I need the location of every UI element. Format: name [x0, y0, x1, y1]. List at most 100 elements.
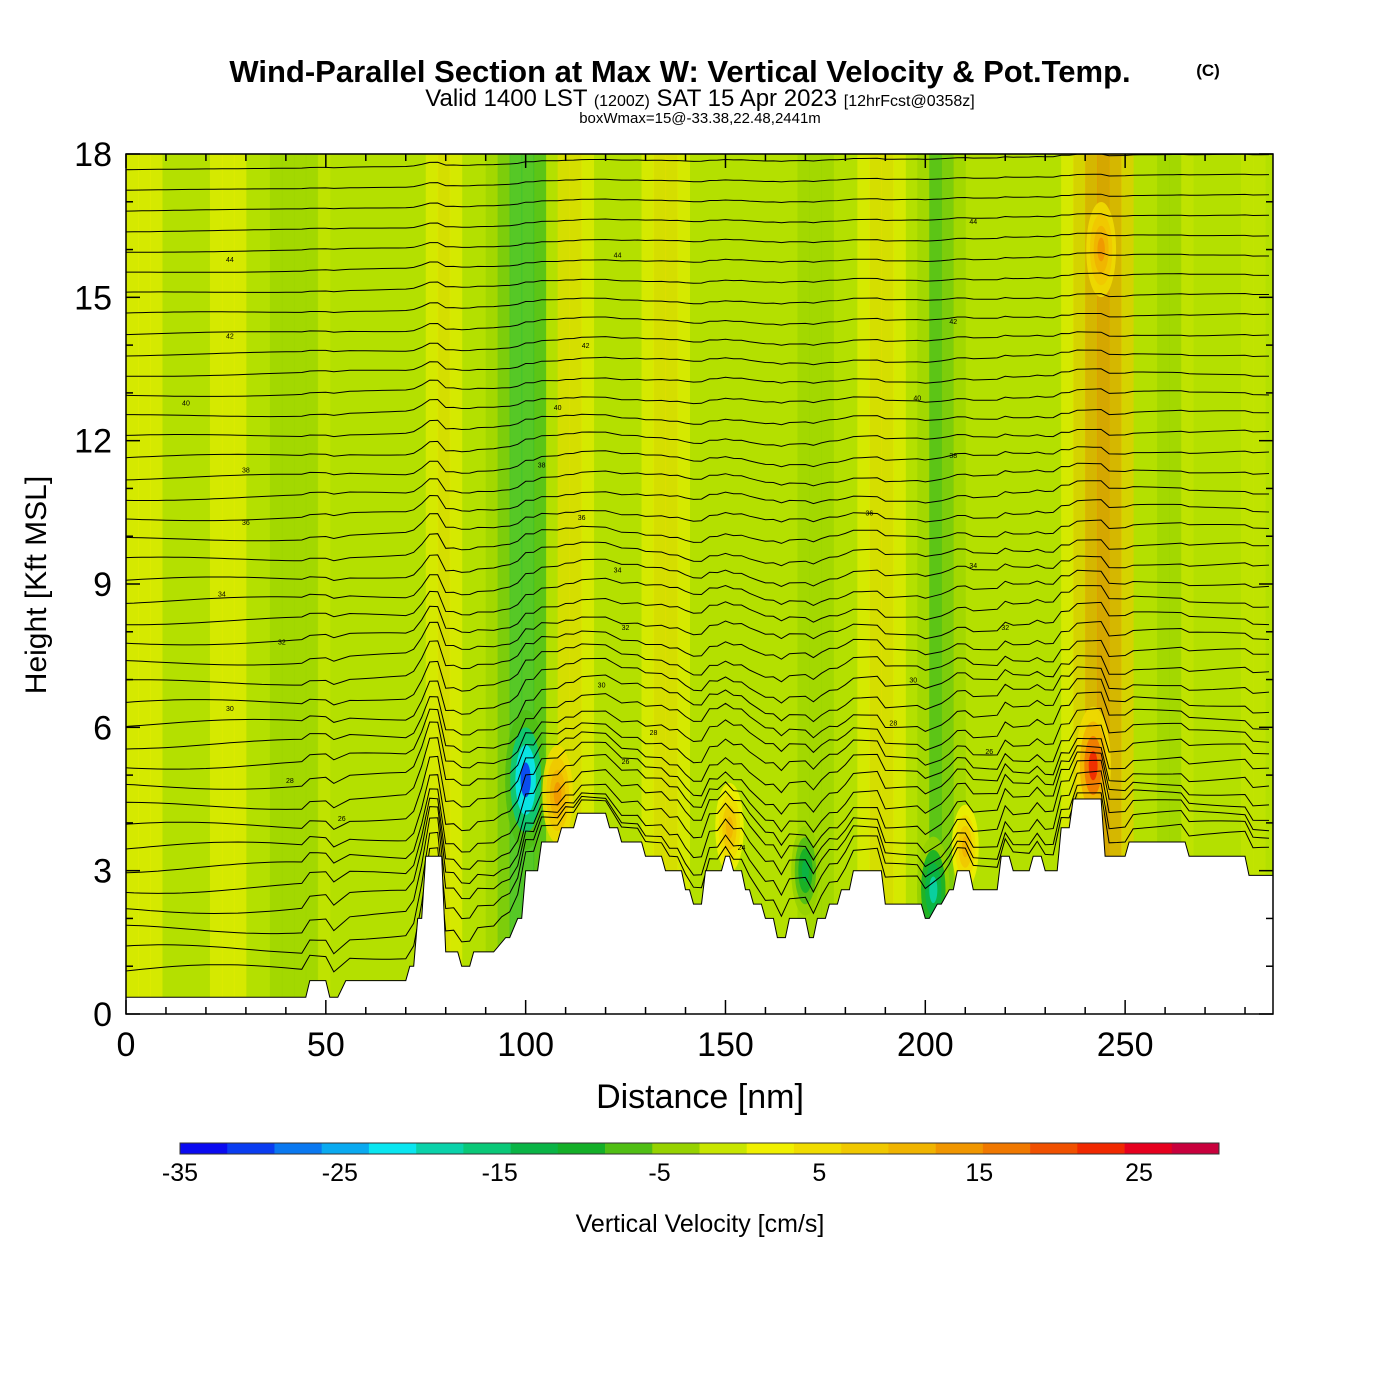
y-tick-label: 12: [74, 423, 112, 461]
isentrope-label: 26: [338, 816, 346, 823]
velocity-band: [1169, 154, 1182, 1014]
isentrope-label: 30: [909, 678, 917, 685]
velocity-band: [281, 154, 295, 1014]
x-tick-label: 250: [1097, 1026, 1154, 1064]
isentrope-label: 38: [242, 467, 250, 474]
velocity-feature: [929, 876, 938, 904]
velocity-band: [677, 154, 691, 1014]
velocity-band: [269, 154, 283, 1014]
y-tick-label: 18: [74, 136, 112, 174]
isentrope-line: [126, 782, 1270, 955]
isentrope-line: [126, 601, 1270, 666]
colorbar-tick-label: -25: [322, 1159, 358, 1187]
colorbar-segment: [1124, 1143, 1173, 1154]
velocity-feature: [801, 859, 809, 882]
isentrope-line: [126, 462, 1270, 501]
isentrope-label: 24: [738, 845, 746, 852]
isentrope-label: 30: [226, 706, 234, 713]
colorbar-segment: [463, 1143, 511, 1154]
isentrope-label: 26: [622, 759, 630, 766]
colorbar: [179, 1142, 1220, 1155]
isentrope-line: [126, 737, 1270, 850]
colorbar-segment: [321, 1143, 370, 1154]
subtitle-forecast: [12hrFcst@0358z]: [844, 93, 975, 110]
isentrope-label: 44: [226, 257, 234, 264]
isentrope-line: [126, 792, 1270, 973]
colorbar-tick-label: -15: [482, 1159, 518, 1187]
isentrope-label: 42: [226, 334, 234, 341]
velocity-band: [149, 154, 163, 1014]
colorbar-segment: [935, 1143, 984, 1154]
isentrope-line: [126, 639, 1270, 706]
colorbar-segment: [793, 1143, 842, 1154]
isentrope-line: [126, 134, 1269, 149]
colorbar-tick-label: 15: [965, 1159, 993, 1187]
isentrope-line: [126, 519, 1270, 562]
isentrope-label: 34: [218, 592, 226, 599]
isentrope-label: 42: [949, 319, 957, 326]
isentrope-label: 38: [949, 453, 957, 460]
x-tick-label: 0: [117, 1026, 136, 1064]
colorbar-frame: [179, 1142, 1220, 1155]
isentrope-label: 28: [650, 730, 658, 737]
isentrope-line: [126, 213, 1270, 233]
colorbar-segment: [746, 1143, 795, 1154]
velocity-band: [881, 154, 894, 1014]
colorbar-segment: [1171, 1143, 1220, 1154]
velocity-band: [137, 154, 151, 1014]
colorbar-segment: [180, 1143, 228, 1154]
velocity-band: [641, 154, 655, 1014]
colorbar-segment: [605, 1143, 653, 1154]
velocity-band: [953, 154, 966, 1014]
isentrope-line: [126, 751, 1270, 894]
isentrope-line: [126, 655, 1270, 727]
colorbar-tick-label: -35: [162, 1159, 198, 1187]
isentrope-line: [126, 313, 1270, 336]
velocity-band: [941, 154, 954, 1014]
isentrope-label: 40: [554, 405, 562, 412]
isentrope-line: [126, 292, 1269, 314]
isentrope-line: [126, 666, 1270, 750]
colorbar-segment: [888, 1143, 936, 1154]
isentrope-label: 30: [598, 682, 606, 689]
colorbar-segment: [368, 1143, 417, 1154]
velocity-band: [293, 154, 307, 1014]
isentrope-label: 38: [538, 463, 546, 470]
velocity-feature: [1088, 750, 1098, 781]
colorbar-segment: [652, 1143, 700, 1154]
subtitle-date: SAT 15 Apr 2023: [657, 85, 838, 112]
isentrope-label: 36: [242, 520, 250, 527]
isentrope-line: [126, 173, 1270, 191]
isentrope-line: [126, 620, 1270, 686]
colorbar-segment: [557, 1143, 606, 1154]
velocity-band: [869, 154, 882, 1014]
isentrope-line: [126, 585, 1270, 646]
colorbar-segment: [982, 1143, 1031, 1154]
isentrope-labels: 44 44 44 42 42 42 40 40 40 38 38 38 36 36 36 34 34 34 32 32…: [182, 219, 1009, 852]
isentrope-line: [126, 193, 1270, 212]
isentrope-label: 34: [969, 563, 977, 570]
subtitle-utc: (1200Z): [594, 93, 650, 110]
box-info: boxWmax=15@-33.38,22.48,2441m: [579, 110, 821, 127]
subtitle-valid: Valid 1400 LST: [425, 85, 588, 112]
velocity-band: [449, 154, 463, 1014]
colorbar-tick-label: -5: [648, 1159, 670, 1187]
x-tick-label: 150: [697, 1026, 754, 1064]
copyright-mark: (C): [1196, 61, 1220, 80]
isentrope-line: [126, 759, 1269, 915]
velocity-band: [893, 154, 906, 1014]
velocity-band: [857, 154, 870, 1014]
velocity-band: [497, 154, 511, 1014]
isentrope-line: [126, 499, 1270, 542]
isentrope-line: [126, 707, 1270, 810]
velocity-band: [1157, 154, 1170, 1014]
y-tick-label: 3: [93, 853, 112, 891]
isentrope-label: 34: [614, 568, 622, 575]
terrain-mask: [126, 798, 1273, 1014]
isentrope-line: [126, 770, 1270, 935]
velocity-band: [809, 154, 822, 1014]
velocity-band: [581, 154, 595, 1014]
isentrope-line: [126, 724, 1270, 831]
isentrope-label: 44: [969, 219, 977, 226]
velocity-features: [505, 201, 1117, 943]
